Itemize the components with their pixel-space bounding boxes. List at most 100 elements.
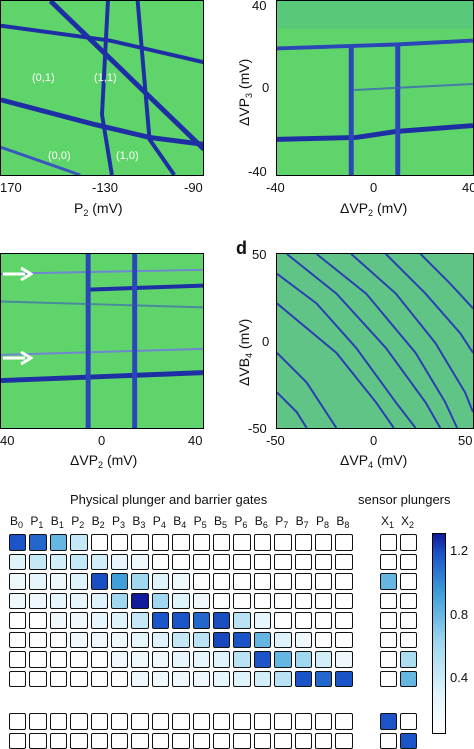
arrow-icon [3,350,33,366]
panel-letter-d: d [236,238,247,258]
matrix-title-sensor: sensor plungers [358,492,451,507]
matrix-cell [172,553,190,570]
x-axis-label: ΔVP2 (mV) [70,452,138,470]
matrix-cell [151,592,170,609]
matrix-cell [29,732,47,749]
matrix-cell [294,612,312,629]
matrix-cell [335,651,353,668]
y-axis-label: ΔVP3 (mV) [236,58,254,126]
x-tick-label: -40 [266,180,285,195]
state-label: (0,1) [32,72,55,84]
matrix-cell [253,592,272,609]
matrix-cell [131,592,149,609]
x-tick-label: 0 [370,433,378,448]
matrix-cell [233,651,251,668]
matrix-cell [192,573,210,590]
matrix-cell [90,670,108,687]
x-tick-label: 170 [0,180,22,195]
matrix-cell [253,651,272,668]
matrix-cell [90,651,108,668]
matrix-cell [49,592,68,609]
matrix-cell [151,651,170,668]
matrix-cell [315,670,333,687]
matrix-cell [70,651,88,668]
matrix-cell [70,553,88,570]
column-header: B7 [295,514,309,530]
column-header: P4 [152,514,166,530]
matrix-cell [29,573,47,590]
matrix-cell [131,670,149,687]
matrix-cell [192,612,210,629]
matrix-cell [253,670,272,687]
matrix-cell [335,573,353,590]
matrix-cell [111,670,129,687]
y-tick-label: -50 [248,421,267,436]
column-header: P1 [30,514,44,530]
matrix-cell [49,612,68,629]
panel-d-plot [276,253,474,429]
matrix-cell [233,573,251,590]
matrix-cell [294,592,312,609]
matrix-cell [274,573,292,590]
matrix-cell [172,631,190,648]
matrix-cell [315,713,333,730]
matrix-cell [400,534,418,551]
matrix-cell [233,612,251,629]
matrix-cell [294,553,312,570]
matrix-cell [213,592,231,609]
matrix-cell [274,651,292,668]
matrix-cell [380,573,398,590]
matrix-cell [172,534,190,551]
matrix-cell [380,534,398,551]
matrix-cell [111,732,129,749]
matrix-cell [131,612,149,629]
matrix-cell [9,670,27,687]
matrix-cell [380,612,398,629]
matrix-cell [213,631,231,648]
matrix-cell [315,651,333,668]
x-tick-label: 0 [370,180,378,195]
matrix-cell [49,534,68,551]
matrix-cell [294,732,312,749]
matrix-cell [274,732,292,749]
matrix-cell [29,631,47,648]
column-header: P6 [234,514,248,530]
matrix-cell [29,592,47,609]
x-axis-label: P2 (mV) [74,200,123,218]
x-tick-label: 40 [0,433,15,448]
column-header: B6 [254,514,268,530]
matrix-cell [131,534,149,551]
matrix-cell [172,573,190,590]
matrix-cell [400,732,418,749]
matrix-cell [315,553,333,570]
matrix-cell [29,651,47,668]
y-tick-label: -40 [248,164,267,179]
panel-b-plot [276,0,474,176]
matrix-cell [335,631,353,648]
y-tick-label: 40 [252,0,267,13]
matrix-cell [49,573,68,590]
matrix-cell [172,732,190,749]
matrix-cell [400,592,418,609]
matrix-cell [274,534,292,551]
colorbar-tick-label: 0.4 [450,670,469,685]
column-header: B0 [10,514,24,530]
matrix-cell [111,553,129,570]
column-header: P3 [112,514,126,530]
column-header: P8 [316,514,330,530]
matrix-cell [151,670,170,687]
matrix-cell [111,573,129,590]
matrix-cell [70,592,88,609]
column-header: X2 [401,514,415,530]
matrix-cell [380,732,398,749]
state-label: (1,1) [94,72,117,84]
matrix-cell [213,713,231,730]
matrix-cell [90,732,108,749]
matrix-cell [111,713,129,730]
matrix-cell [315,732,333,749]
matrix-cell [400,553,418,570]
matrix-cell [253,631,272,648]
matrix-cell [9,534,27,551]
matrix-cell [400,670,418,687]
panel-a-plot [0,0,204,176]
